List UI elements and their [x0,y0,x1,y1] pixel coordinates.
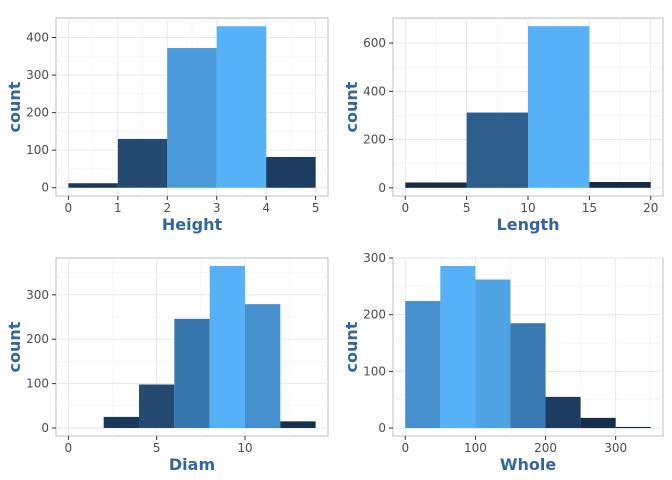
x-axis: 0 5 10 [65,436,253,455]
height-bar [167,48,217,188]
x-axis-title: Whole [500,455,557,474]
y-axis-title: count [342,321,361,372]
y-tick-label: 200 [26,332,49,346]
x-tick-label: 0 [401,201,409,215]
whole-bar [440,265,476,429]
height-bar [216,26,267,188]
y-tick-label: 0 [378,181,386,195]
length-bar [466,112,528,188]
y-tick-label: 200 [363,308,386,322]
x-tick-label: 0 [401,441,409,455]
y-tick-label: 0 [378,421,386,435]
x-tick-label: 5 [312,201,320,215]
panel-whole: 0 100 200 300 0 100 200 300 Whole count [342,251,664,474]
diam-bar [209,265,245,429]
y-axis: 0 100 200 300 [363,251,393,435]
y-tick-label: 0 [41,181,49,195]
bars [103,265,316,429]
y-tick-label: 300 [26,68,49,82]
x-tick-label: 100 [464,441,487,455]
y-axis: 0 100 200 300 400 [26,31,56,195]
whole-bar [475,279,511,429]
x-axis: 0 5 10 15 20 [401,196,658,215]
bars [405,26,651,188]
x-tick-label: 15 [582,201,597,215]
y-axis-title: count [342,81,361,132]
bars [405,265,651,429]
x-tick-label: 10 [237,441,252,455]
height-bar [266,156,316,188]
y-axis: 0 200 400 600 [363,36,393,195]
y-axis-title: count [5,81,24,132]
x-tick-label: 0 [65,441,73,455]
diam-bar [244,304,281,429]
x-tick-label: 5 [463,201,471,215]
whole-bar [405,301,441,429]
y-axis: 0 100 200 300 [26,288,56,435]
height-bar [117,138,168,188]
x-tick-label: 5 [153,441,161,455]
x-axis-title: Height [162,215,223,234]
diam-bar [139,384,175,429]
y-tick-label: 300 [26,288,49,302]
x-tick-label: 20 [643,201,658,215]
y-tick-label: 400 [363,84,386,98]
y-tick-label: 200 [363,133,386,147]
whole-bar [510,323,546,429]
x-tick-label: 1 [114,201,122,215]
x-tick-label: 300 [604,441,627,455]
x-tick-label: 4 [262,201,270,215]
y-tick-label: 0 [41,421,49,435]
y-tick-label: 100 [363,364,386,378]
whole-bar [580,417,616,429]
height-bar [68,183,118,188]
y-tick-label: 200 [26,106,49,120]
x-tick-label: 200 [534,441,557,455]
x-axis-title: Length [497,215,560,234]
x-tick-label: 0 [65,201,73,215]
x-axis-title: Diam [169,455,215,474]
y-tick-label: 100 [26,143,49,157]
diam-bar [103,416,140,429]
bars [68,26,316,188]
diam-bar [174,318,210,429]
diam-bar [280,421,316,429]
panel-height: 0 1 2 3 4 5 0 100 200 300 400 Height count [5,17,329,234]
whole-bar [615,426,651,429]
y-tick-label: 100 [26,377,49,391]
x-axis: 0 100 200 300 [401,436,627,455]
y-tick-label: 400 [26,31,49,45]
whole-bar [545,396,581,429]
x-tick-label: 2 [163,201,171,215]
x-tick-label: 10 [520,201,535,215]
x-axis: 0 1 2 3 4 5 [65,196,320,215]
length-bar [589,182,651,188]
y-tick-label: 600 [363,36,386,50]
length-bar [405,182,467,188]
y-tick-label: 300 [363,251,386,265]
length-bar [528,26,590,188]
y-axis-title: count [5,321,24,372]
x-tick-label: 3 [213,201,221,215]
